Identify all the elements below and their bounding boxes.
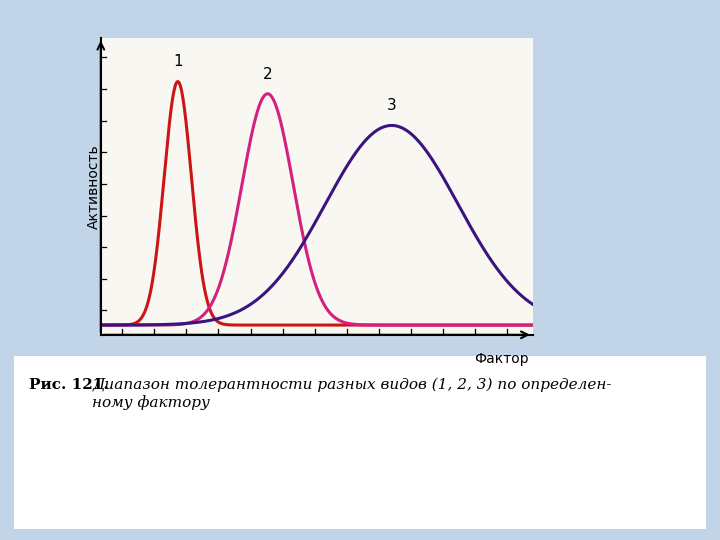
Text: Диапазон толерантности разных видов (1, 2, 3) по определен-
ному фактору: Диапазон толерантности разных видов (1, … xyxy=(92,378,612,410)
Text: Фактор: Фактор xyxy=(474,352,528,366)
Text: 2: 2 xyxy=(263,66,272,82)
Text: 3: 3 xyxy=(387,98,397,113)
Text: Рис. 121.: Рис. 121. xyxy=(29,378,109,392)
Text: 1: 1 xyxy=(173,55,183,70)
Text: Активность: Активность xyxy=(87,144,102,228)
